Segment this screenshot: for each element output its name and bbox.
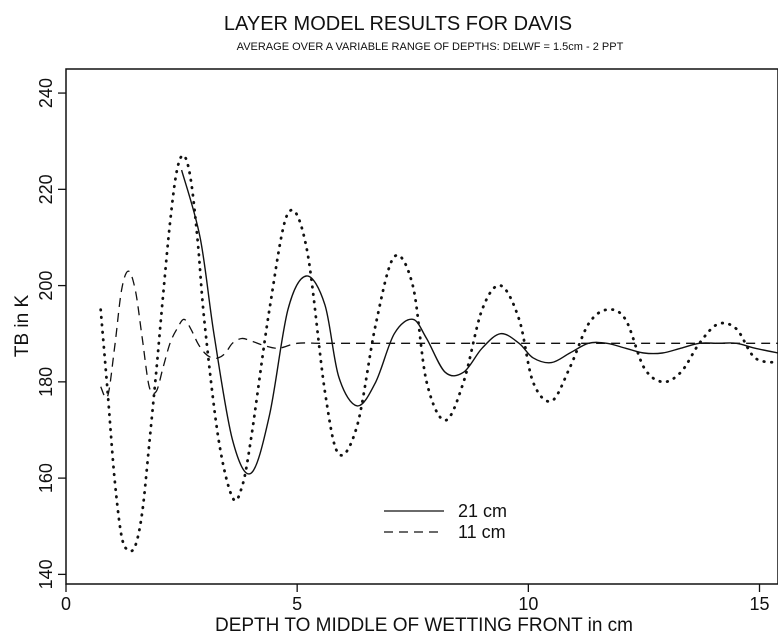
y-tick-label: 240: [36, 78, 56, 108]
x-tick-label: 10: [518, 594, 538, 614]
y-tick-label: 140: [36, 559, 56, 589]
x-tick-label: 0: [61, 594, 71, 614]
legend-label-21cm: 21 cm: [458, 501, 507, 521]
y-tick-label: 220: [36, 174, 56, 204]
x-tick-label: 5: [292, 594, 302, 614]
series-layer: [99, 153, 778, 553]
y-axis: 140 160 180 200 220 240: [36, 78, 66, 589]
y-tick-label: 160: [36, 463, 56, 493]
chart-title: LAYER MODEL RESULTS FOR DAVIS: [224, 13, 572, 35]
y-tick-label: 200: [36, 271, 56, 301]
series-dotted-line: [99, 153, 778, 553]
x-axis-label: DEPTH TO MIDDLE OF WETTING FRONT in cm: [215, 615, 633, 636]
series-11cm-line: [100, 270, 778, 399]
y-axis-label: TB in K: [12, 295, 33, 358]
plot-frame: [65, 68, 778, 585]
x-tick-label: 15: [749, 594, 769, 614]
legend-label-11cm: 11 cm: [458, 522, 506, 542]
y-tick-label: 180: [36, 367, 56, 397]
chart-subtitle: AVERAGE OVER A VARIABLE RANGE OF DEPTHS:…: [237, 41, 624, 53]
x-axis: 0 5 10 15: [61, 584, 770, 614]
legend: 21 cm 11 cm: [384, 501, 507, 542]
series-21cm-line: [180, 169, 778, 475]
